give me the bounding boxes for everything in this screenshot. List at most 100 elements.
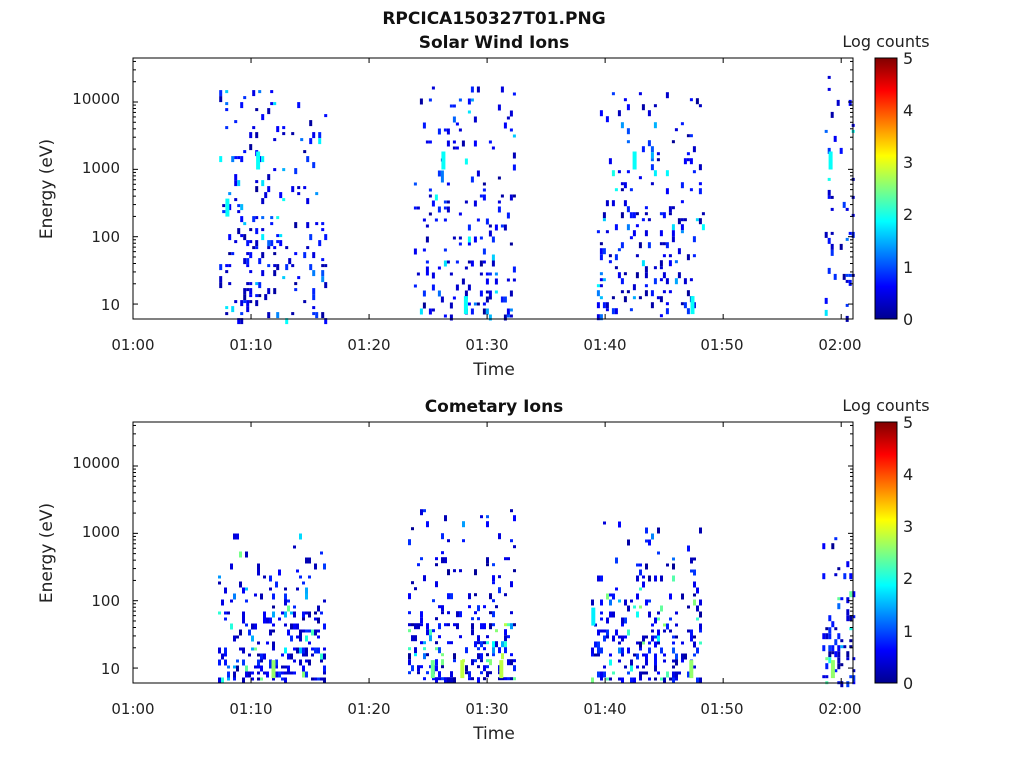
spectrogram-cell [279, 192, 283, 199]
spectrogram-cell [650, 182, 654, 186]
spectrogram-cell [465, 647, 468, 654]
spectrogram-cell [218, 677, 221, 684]
spectrogram-cell [498, 677, 501, 681]
spectrogram-cell [636, 665, 639, 669]
spectrogram-cell [681, 593, 684, 600]
spectrogram-cell [630, 599, 633, 603]
spectrogram-cell [639, 677, 642, 681]
spectrogram-cell [294, 222, 298, 229]
spectrogram-cell [669, 617, 672, 621]
spectrogram-hotspot [689, 660, 694, 679]
spectrogram-cell [657, 611, 660, 615]
spectrogram-cell [309, 138, 313, 145]
spectrogram-cell [306, 246, 310, 250]
spectrogram-cell [257, 659, 260, 666]
spectrogram-cell [273, 270, 277, 277]
spectrogram-cell [458, 98, 462, 102]
y-tick-label: 1000 [82, 523, 120, 541]
spectrogram-cell [834, 573, 838, 577]
spectrogram-cell [435, 581, 438, 588]
spectrogram-cell [249, 240, 253, 244]
spectrogram-cell [261, 216, 265, 220]
spectrogram-cell [852, 615, 856, 619]
y-axis-label: Energy (eV) [37, 503, 57, 603]
spectrogram-cell [500, 194, 504, 198]
spectrogram-cell [675, 659, 678, 666]
spectrogram-cell [233, 677, 236, 681]
spectrogram-cell [839, 147, 843, 154]
spectrogram-cell [672, 671, 675, 678]
spectrogram-cell [602, 278, 606, 282]
spectrogram-cell [621, 653, 624, 657]
spectrogram-cell [267, 312, 271, 319]
spectrogram-cell [242, 647, 245, 654]
spectrogram-cell [672, 575, 675, 582]
colorbar-tick-label: 0 [903, 310, 913, 329]
spectrogram-cell [302, 665, 305, 672]
spectrogram-cell [605, 302, 609, 309]
spectrogram-cell [824, 297, 828, 304]
spectrogram-cell [273, 252, 277, 256]
spectrogram-cell [246, 300, 250, 307]
spectrogram-cell [458, 128, 462, 132]
spectrogram-cell [429, 665, 432, 669]
spectrogram-cell [438, 677, 441, 681]
spectrogram-cell [836, 99, 840, 106]
spectrogram-cell [509, 242, 513, 246]
spectrogram-cell [654, 635, 657, 639]
spectrogram-cell [621, 677, 624, 684]
spectrogram-cell [321, 312, 325, 319]
spectrogram-cell [672, 557, 675, 561]
spectrogram-cell [680, 200, 684, 204]
spectrogram-cell [297, 192, 301, 196]
spectrogram-cell [849, 639, 853, 643]
spectrogram-cell [261, 252, 265, 259]
spectrogram-cell [245, 599, 248, 603]
spectrogram-cell [485, 218, 489, 225]
spectrogram-cell [417, 665, 420, 672]
spectrogram-cell [293, 611, 296, 618]
spectrogram-cell [830, 195, 834, 199]
spectrogram-cell [281, 671, 284, 675]
spectrogram-cell [686, 134, 690, 138]
spectrogram-cell [279, 240, 283, 247]
spectrogram-cell [276, 216, 280, 220]
spectrogram-cell [474, 593, 477, 597]
spectrogram-cell [423, 677, 426, 681]
spectrogram-cell [599, 254, 603, 261]
spectrogram-cell [419, 98, 423, 105]
spectrogram-cell [468, 593, 471, 600]
spectrogram-cell [656, 152, 660, 156]
spectrogram-cell [639, 605, 642, 609]
spectrogram-cell [665, 242, 669, 249]
spectrogram-cell [660, 647, 663, 654]
spectrogram-cell [599, 272, 603, 276]
spectrogram-cell [320, 551, 323, 555]
spectrogram-cell [420, 611, 423, 618]
spectrogram-cell [476, 302, 480, 306]
spectrogram-cell [594, 623, 597, 627]
spectrogram-cell [642, 665, 645, 669]
colorbar-tick-label: 1 [903, 622, 913, 641]
spectrogram-cell [435, 563, 438, 567]
spectrogram-hotspot [430, 660, 435, 679]
spectrogram-cell [440, 170, 444, 177]
spectrogram-cell [477, 617, 480, 621]
spectrogram-cell [491, 254, 495, 261]
spectrogram-cell [620, 122, 624, 129]
spectrogram-cell [417, 623, 420, 630]
spectrogram-cell [236, 665, 239, 672]
spectrogram-cell [645, 659, 648, 666]
spectrogram-cell [591, 599, 594, 606]
spectrogram-cell [843, 573, 847, 580]
x-tick-label: 01:50 [700, 700, 743, 718]
spectrogram-cell [428, 140, 432, 144]
spectrogram-cell [492, 647, 495, 654]
spectrogram-cell [474, 641, 477, 648]
spectrogram-cell [438, 623, 441, 630]
spectrogram-cell [513, 659, 516, 663]
spectrogram-cell [656, 296, 660, 300]
spectrogram-cell [500, 296, 504, 303]
spectrogram-cell [434, 194, 438, 201]
spectrogram-cell [476, 170, 480, 177]
